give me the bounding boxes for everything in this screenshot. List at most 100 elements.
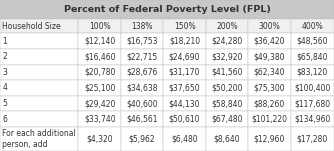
Text: $24,280: $24,280: [211, 37, 242, 46]
Text: $101,220: $101,220: [252, 115, 287, 124]
Bar: [78, 96, 121, 111]
Text: 2: 2: [2, 52, 7, 61]
Text: $50,610: $50,610: [169, 115, 200, 124]
Text: $32,920: $32,920: [211, 52, 242, 61]
Bar: [163, 49, 206, 65]
Text: For each additional
person, add: For each additional person, add: [2, 129, 76, 149]
Text: $83,120: $83,120: [297, 68, 328, 77]
Text: 138%: 138%: [131, 22, 153, 31]
Text: $4,320: $4,320: [87, 135, 113, 143]
Bar: [248, 111, 291, 127]
Bar: [0, 111, 78, 127]
Bar: [291, 111, 334, 127]
Bar: [291, 49, 334, 65]
Bar: [291, 65, 334, 80]
Bar: [163, 111, 206, 127]
Bar: [0, 49, 78, 65]
Bar: [78, 33, 121, 49]
Text: $22,715: $22,715: [127, 52, 158, 61]
Bar: [163, 80, 206, 96]
Bar: [121, 111, 163, 127]
Text: $37,650: $37,650: [169, 84, 200, 93]
Text: $16,460: $16,460: [84, 52, 116, 61]
Bar: [121, 33, 163, 49]
Bar: [121, 127, 163, 151]
Text: $41,560: $41,560: [211, 68, 243, 77]
Text: $50,200: $50,200: [211, 84, 243, 93]
Text: $62,340: $62,340: [254, 68, 285, 77]
Text: $48,560: $48,560: [297, 37, 328, 46]
Bar: [291, 80, 334, 96]
Bar: [206, 19, 248, 33]
Text: $33,740: $33,740: [84, 115, 116, 124]
Bar: [121, 96, 163, 111]
Bar: [78, 127, 121, 151]
Text: Household Size: Household Size: [2, 22, 61, 31]
Text: $17,280: $17,280: [297, 135, 328, 143]
Bar: [0, 33, 78, 49]
Bar: [0, 0, 334, 19]
Text: $12,140: $12,140: [84, 37, 115, 46]
Bar: [0, 80, 78, 96]
Text: $25,100: $25,100: [84, 84, 115, 93]
Text: 300%: 300%: [259, 22, 280, 31]
Text: $49,380: $49,380: [254, 52, 285, 61]
Bar: [291, 19, 334, 33]
Bar: [163, 33, 206, 49]
Bar: [291, 127, 334, 151]
Text: $16,753: $16,753: [126, 37, 158, 46]
Text: $134,960: $134,960: [294, 115, 330, 124]
Bar: [206, 80, 248, 96]
Text: $88,260: $88,260: [254, 99, 285, 108]
Text: $44,130: $44,130: [169, 99, 200, 108]
Bar: [163, 65, 206, 80]
Bar: [206, 96, 248, 111]
Text: $28,676: $28,676: [127, 68, 158, 77]
Bar: [0, 127, 78, 151]
Text: $46,561: $46,561: [126, 115, 158, 124]
Text: $6,480: $6,480: [171, 135, 198, 143]
Text: $75,300: $75,300: [254, 84, 285, 93]
Bar: [78, 80, 121, 96]
Bar: [206, 127, 248, 151]
Bar: [78, 111, 121, 127]
Text: $8,640: $8,640: [214, 135, 240, 143]
Bar: [248, 49, 291, 65]
Bar: [78, 65, 121, 80]
Bar: [121, 19, 163, 33]
Bar: [291, 96, 334, 111]
Text: 400%: 400%: [301, 22, 323, 31]
Text: 200%: 200%: [216, 22, 238, 31]
Bar: [163, 96, 206, 111]
Bar: [163, 127, 206, 151]
Bar: [248, 96, 291, 111]
Text: 100%: 100%: [89, 22, 111, 31]
Text: $100,400: $100,400: [294, 84, 330, 93]
Bar: [0, 65, 78, 80]
Bar: [206, 111, 248, 127]
Text: $20,780: $20,780: [84, 68, 115, 77]
Bar: [291, 33, 334, 49]
Bar: [78, 19, 121, 33]
Bar: [163, 19, 206, 33]
Bar: [121, 80, 163, 96]
Bar: [78, 49, 121, 65]
Text: $29,420: $29,420: [84, 99, 115, 108]
Text: $40,600: $40,600: [126, 99, 158, 108]
Bar: [248, 80, 291, 96]
Text: 1: 1: [2, 37, 7, 46]
Text: 6: 6: [2, 115, 7, 124]
Bar: [248, 33, 291, 49]
Text: $58,840: $58,840: [211, 99, 242, 108]
Text: $31,170: $31,170: [169, 68, 200, 77]
Text: 4: 4: [2, 84, 7, 93]
Bar: [0, 19, 78, 33]
Text: $67,480: $67,480: [211, 115, 243, 124]
Text: $36,420: $36,420: [254, 37, 285, 46]
Text: $65,840: $65,840: [297, 52, 328, 61]
Text: $117,680: $117,680: [294, 99, 330, 108]
Text: 3: 3: [2, 68, 7, 77]
Text: $5,962: $5,962: [129, 135, 155, 143]
Bar: [206, 49, 248, 65]
Text: 5: 5: [2, 99, 7, 108]
